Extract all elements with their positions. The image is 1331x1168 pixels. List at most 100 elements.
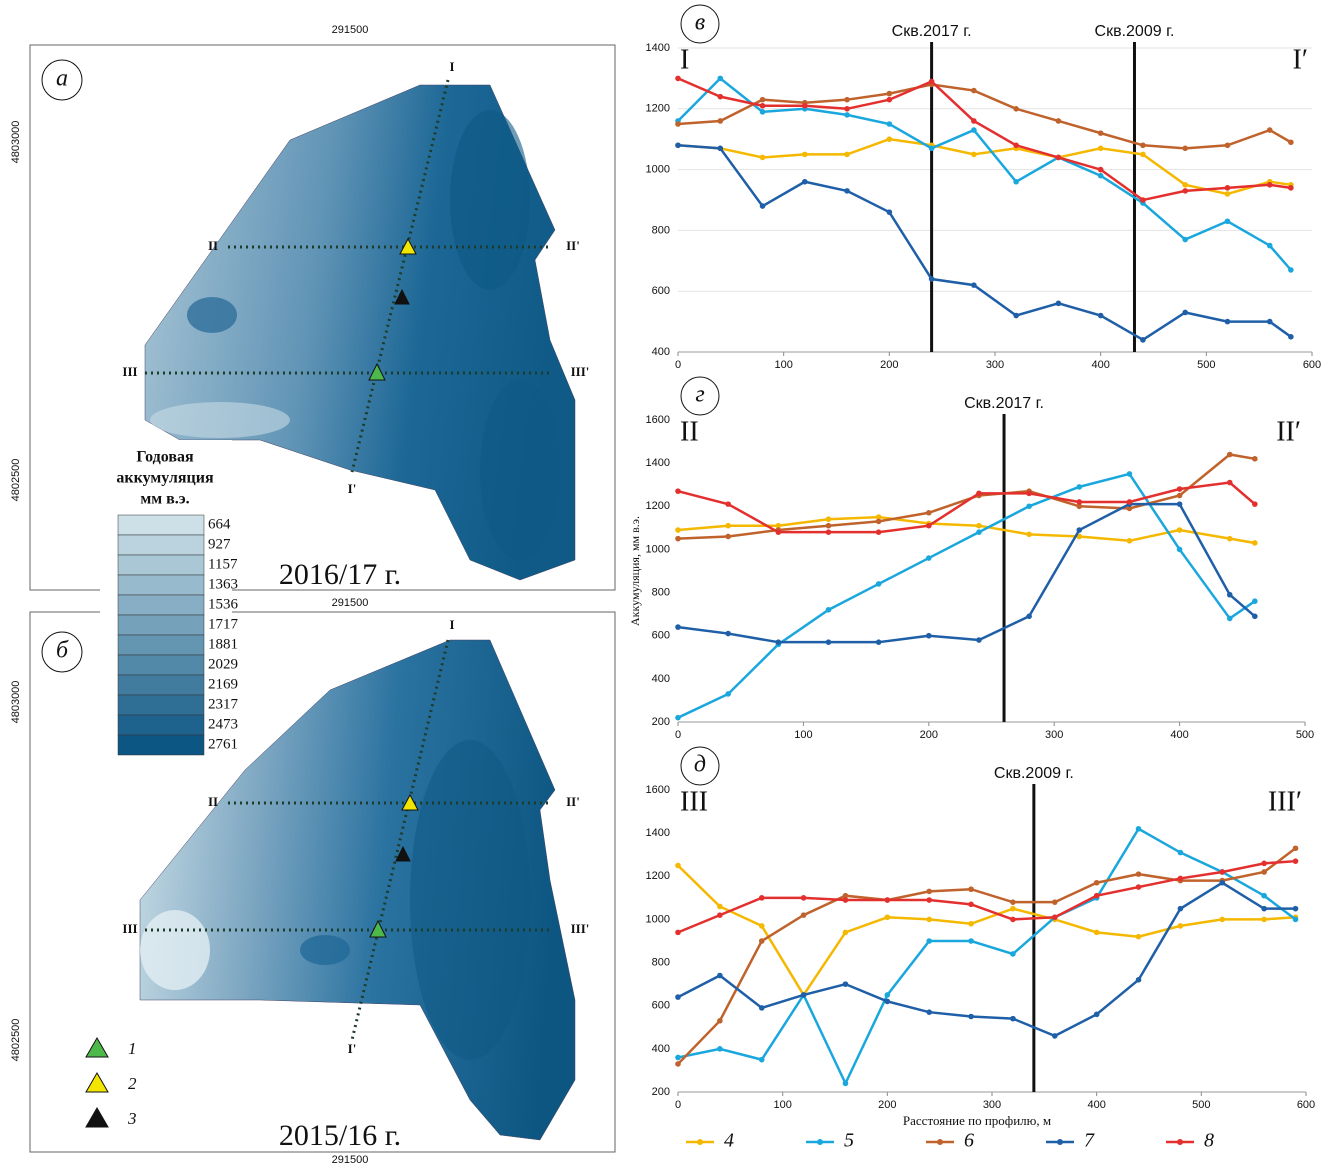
data-point	[886, 209, 893, 215]
data-point	[675, 862, 681, 869]
data-point	[1135, 826, 1142, 832]
legend-label: 8	[1204, 1130, 1214, 1152]
data-point	[1177, 875, 1184, 882]
panel-circle	[41, 631, 83, 673]
map-contour	[150, 402, 290, 438]
data-point	[884, 897, 891, 903]
data-point	[1126, 538, 1133, 544]
data-point	[1013, 178, 1019, 185]
data-point	[1135, 933, 1142, 940]
x-tick-label: 200	[920, 729, 938, 741]
data-point	[1135, 871, 1142, 877]
data-point	[1010, 1015, 1016, 1022]
data-point	[844, 151, 850, 158]
data-point	[928, 145, 935, 152]
easting-label: 291500	[332, 1154, 369, 1166]
y-tick-label: 1000	[646, 164, 670, 176]
data-point	[800, 895, 807, 901]
northing-label: 4802500	[10, 459, 22, 502]
x-tick-label: 400	[1170, 729, 1188, 741]
map-year: 2016/17 г.	[279, 558, 401, 591]
legend-title: Годовая	[136, 449, 194, 466]
easting-label: 291500	[332, 24, 369, 36]
data-point	[928, 78, 935, 85]
data-point	[1176, 486, 1183, 492]
data-point	[1177, 905, 1184, 912]
data-point	[884, 914, 891, 921]
y-tick-label: 1200	[646, 103, 670, 115]
corner-label: II	[680, 416, 699, 447]
y-tick-label: 400	[652, 1043, 670, 1055]
data-point	[725, 533, 731, 540]
x-tick-label: 600	[1297, 1099, 1315, 1111]
x-tick-label: 500	[1192, 1099, 1210, 1111]
data-point	[675, 488, 681, 494]
symbol-label: 2	[128, 1074, 137, 1093]
data-point	[976, 637, 982, 643]
data-point	[1261, 892, 1267, 899]
data-point	[1224, 191, 1231, 197]
data-point	[1252, 456, 1258, 462]
profile-label: II	[208, 238, 218, 253]
data-point	[802, 151, 808, 158]
panel-letter: д	[694, 752, 706, 778]
profile-label: I	[449, 617, 454, 632]
profile-label: III	[122, 364, 137, 379]
data-point	[1013, 142, 1019, 149]
x-tick-label: 200	[878, 1099, 896, 1111]
legend-value: 1717	[208, 616, 239, 632]
data-point	[1176, 527, 1183, 533]
data-point	[1292, 845, 1299, 852]
y-tick-label: 600	[652, 285, 670, 297]
series-line	[677, 144, 1292, 342]
legend-swatch	[117, 654, 205, 676]
legend-swatch	[117, 514, 205, 536]
x-tick-label: 0	[675, 359, 681, 371]
map-contour	[187, 297, 237, 333]
data-point	[875, 529, 882, 535]
data-point	[758, 1056, 765, 1063]
profile-label: III	[122, 921, 137, 936]
data-point	[717, 1018, 723, 1024]
data-point	[675, 121, 681, 127]
data-point	[800, 992, 807, 998]
data-point	[886, 96, 893, 103]
data-point	[926, 888, 932, 895]
data-point	[1226, 591, 1233, 598]
data-point	[1055, 118, 1062, 124]
x-tick-label: 400	[1091, 359, 1109, 371]
map-legend: Годовая аккумуляция мм в.э. 664 927 1157 1363 1…	[116, 449, 239, 756]
legend-swatch	[117, 734, 205, 756]
data-point	[759, 102, 766, 109]
data-point	[1261, 916, 1267, 923]
x-tick-label: 300	[1045, 729, 1063, 741]
data-point	[1093, 929, 1100, 936]
data-point	[968, 886, 974, 893]
y-tick-label: 200	[652, 716, 670, 728]
profile-label: II	[208, 794, 218, 809]
data-point	[1010, 905, 1016, 912]
series-line	[677, 83, 1292, 150]
data-point	[875, 639, 882, 645]
data-point	[1224, 142, 1231, 149]
y-tick-label: 800	[652, 586, 670, 598]
panel-letter: б	[56, 638, 69, 664]
northing-label: 4802500	[10, 1019, 22, 1062]
data-point	[1288, 267, 1294, 273]
data-point	[1093, 1011, 1100, 1018]
data-point	[1226, 535, 1233, 542]
panel-circle	[680, 746, 720, 786]
data-point	[675, 624, 681, 630]
data-point	[1097, 130, 1104, 136]
data-point	[1093, 892, 1100, 899]
data-point	[675, 142, 681, 149]
y-tick-label: 400	[652, 346, 670, 358]
data-point	[1097, 166, 1104, 173]
data-point	[842, 1080, 849, 1087]
profile-label: II'	[566, 238, 580, 253]
symbol-label: 1	[128, 1039, 137, 1058]
y-tick-label: 800	[652, 224, 670, 236]
y-tick-label: 1000	[646, 913, 670, 925]
series-line	[677, 77, 1292, 202]
